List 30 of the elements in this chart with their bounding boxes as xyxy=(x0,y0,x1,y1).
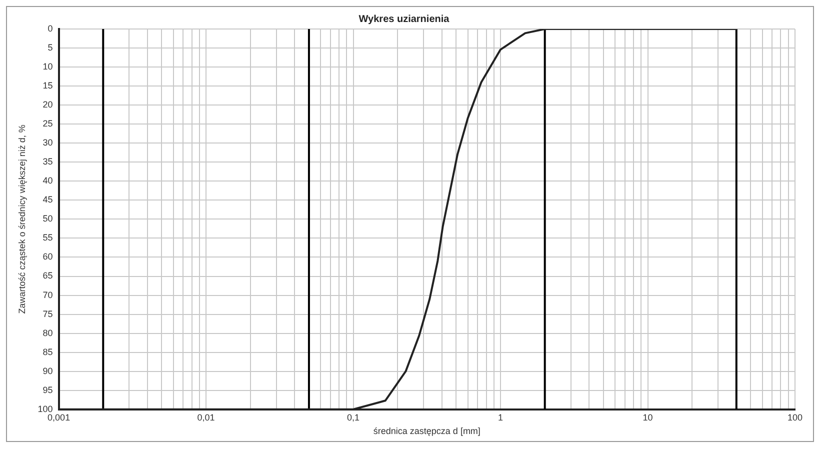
x-tick-label: 0,01 xyxy=(197,412,215,422)
x-tick-label: 0,001 xyxy=(48,412,70,422)
y-tick-label: 95 xyxy=(42,384,53,395)
y-tick-label: 0 xyxy=(48,23,53,34)
y-tick-label: 30 xyxy=(42,138,53,148)
y-tick-label: 75 xyxy=(42,308,53,319)
y-tick-label: 20 xyxy=(42,100,53,110)
y-tick-label: 85 xyxy=(42,346,53,357)
y-tick-label: 55 xyxy=(42,232,53,243)
x-axis-title: średnica zastępcza d [mm] xyxy=(373,426,480,436)
y-tick-label: 15 xyxy=(42,80,53,91)
y-tick-label: 40 xyxy=(42,176,53,186)
y-tick-label: 60 xyxy=(42,252,53,262)
y-tick-label: 35 xyxy=(42,156,53,167)
y-tick-label: 10 xyxy=(42,62,53,72)
chart-title: Wykres uziarnienia xyxy=(358,14,450,25)
y-tick-label: 100 xyxy=(38,404,53,414)
x-tick-label: 0,1 xyxy=(347,412,360,422)
x-tick-label: 100 xyxy=(787,412,803,422)
x-tick-label: 10 xyxy=(642,412,653,422)
y-tick-label: 80 xyxy=(42,328,53,338)
y-tick-label: 50 xyxy=(42,214,53,224)
y-tick-label: 65 xyxy=(42,270,53,281)
y-tick-label: 25 xyxy=(42,118,53,129)
y-axis-title: Zawartość cząstek o średnicy większej niż d, % xyxy=(16,124,27,314)
y-tick-label: 90 xyxy=(42,366,53,376)
y-tick-label: 45 xyxy=(42,194,53,205)
y-tick-label: 70 xyxy=(42,290,53,300)
y-tick-label: 5 xyxy=(48,42,53,53)
x-tick-label: 1 xyxy=(498,412,504,422)
